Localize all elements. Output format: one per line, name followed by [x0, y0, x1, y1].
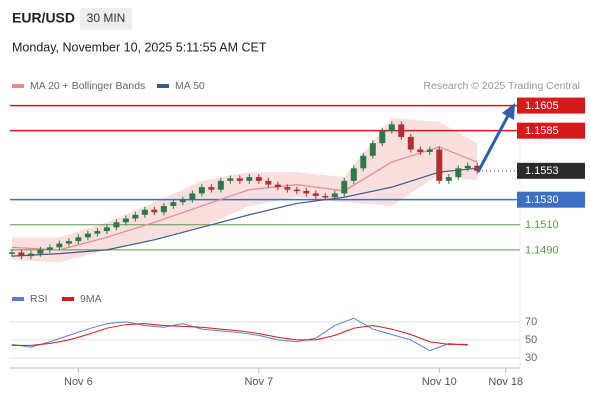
rsi-tick-label: 50	[525, 334, 537, 346]
candle	[312, 193, 319, 196]
candle	[227, 178, 234, 181]
candle	[341, 180, 348, 194]
candle	[293, 189, 300, 192]
level-label: 1.1530	[525, 194, 559, 206]
level-label: 1.1510	[525, 219, 559, 231]
legend-swatch	[157, 84, 169, 88]
candle	[436, 149, 443, 181]
candle	[350, 168, 357, 181]
candle	[265, 180, 272, 185]
bollinger-band	[11, 118, 478, 263]
x-tick-label: Nov 10	[422, 376, 457, 388]
level-label: 1.1553	[525, 165, 559, 177]
candle	[113, 222, 120, 228]
level-label-box	[517, 162, 585, 179]
candle	[455, 168, 462, 178]
candle	[46, 247, 53, 250]
candle	[445, 177, 452, 181]
candle	[151, 209, 158, 213]
candle	[379, 130, 386, 144]
candle	[208, 187, 215, 190]
candle	[303, 190, 310, 194]
x-tick-label: Nov 7	[244, 376, 273, 388]
candle	[388, 124, 395, 131]
candle	[65, 241, 72, 244]
x-tick-label: Nov 6	[64, 376, 93, 388]
rsi-line	[11, 317, 468, 352]
candle	[360, 155, 367, 169]
candle	[8, 252, 15, 254]
candle	[236, 178, 243, 181]
candle	[474, 165, 481, 171]
legend-label: MA 20 + Bollinger Bands	[30, 80, 145, 92]
candle	[37, 249, 44, 254]
candle	[179, 199, 186, 203]
ma-line	[11, 146, 478, 251]
candle	[407, 136, 414, 150]
arrow-head	[502, 103, 515, 120]
ma-line	[11, 167, 478, 257]
candle	[94, 231, 101, 234]
legend-label: 9MA	[80, 293, 102, 305]
rsi-tick-label: 70	[525, 316, 537, 328]
credit: Research © 2025 Trading Central	[423, 80, 580, 92]
candle	[56, 243, 63, 248]
forecast-arrow	[476, 111, 512, 173]
candle	[27, 253, 34, 257]
candle	[75, 237, 82, 242]
level-label-box	[517, 97, 585, 114]
candle	[160, 205, 167, 213]
candle	[84, 233, 91, 238]
candle	[322, 195, 329, 198]
level-label: 1.1605	[525, 100, 559, 112]
level-label-box	[517, 191, 585, 208]
candle	[122, 218, 129, 223]
candle	[132, 214, 139, 219]
timeframe[interactable]: 30 MIN	[87, 11, 126, 25]
candle	[417, 149, 424, 152]
legend-swatch	[62, 297, 74, 301]
level-label: 1.1490	[525, 244, 559, 256]
candle	[217, 180, 224, 190]
rsi-tick-label: 30	[525, 352, 537, 364]
legend-swatch	[12, 297, 24, 301]
candle	[103, 227, 110, 232]
x-tick-label: Nov 18	[488, 376, 523, 388]
candle	[141, 209, 148, 215]
legend-label: MA 50	[175, 80, 205, 92]
candle	[284, 187, 291, 190]
candle	[331, 193, 338, 198]
symbol: EUR/USD	[12, 10, 75, 26]
candle	[246, 177, 253, 181]
candle	[18, 252, 25, 257]
candle	[274, 184, 281, 188]
level-label: 1.1585	[525, 125, 559, 137]
timeframe-badge[interactable]	[80, 8, 132, 30]
rsi-line	[11, 323, 468, 346]
legend-swatch	[12, 84, 24, 88]
candle	[464, 165, 471, 169]
candle	[426, 149, 433, 152]
candle	[170, 202, 177, 206]
candle	[398, 124, 405, 137]
legend-label: RSI	[30, 293, 48, 305]
candle	[369, 143, 376, 156]
datetime: Monday, November 10, 2025 5:11:55 AM CET	[12, 40, 267, 54]
candle	[198, 187, 205, 194]
candle	[255, 177, 262, 181]
level-label-box	[517, 122, 585, 139]
candle	[189, 193, 196, 200]
